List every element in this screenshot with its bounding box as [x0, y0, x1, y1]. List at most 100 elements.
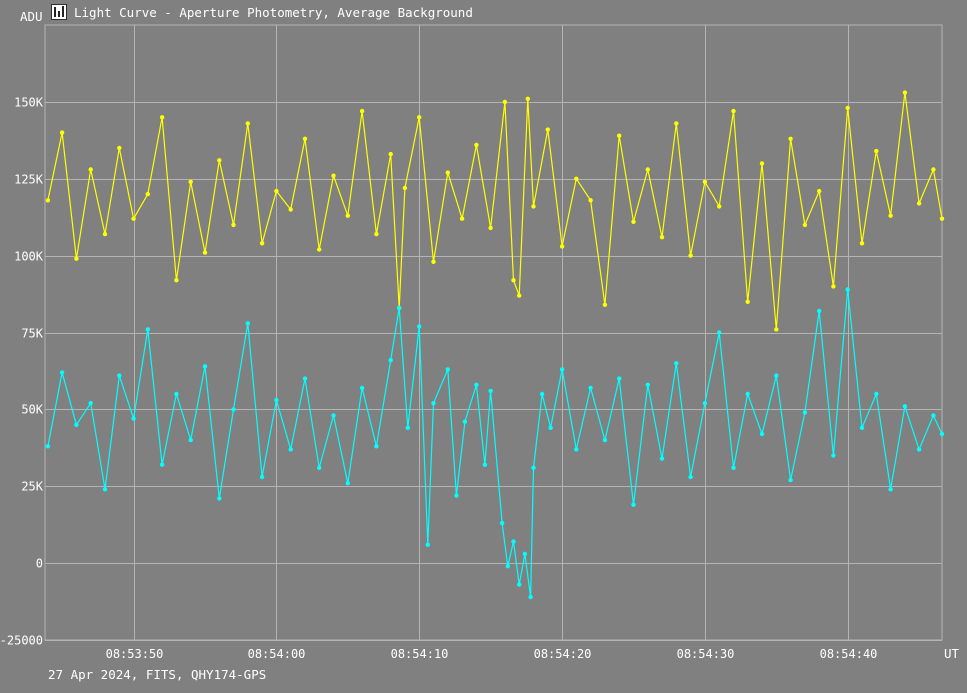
data-point — [317, 465, 322, 470]
data-point — [931, 413, 936, 418]
data-point — [505, 564, 510, 569]
data-point — [831, 453, 836, 458]
y-tick-label: 150K — [14, 96, 44, 110]
y-tick-label: -25000 — [0, 634, 43, 648]
data-point — [831, 284, 836, 289]
data-point — [602, 437, 608, 443]
data-point — [274, 397, 279, 403]
data-point — [488, 388, 493, 394]
data-point — [359, 108, 365, 114]
data-point — [939, 216, 945, 221]
data-point — [425, 542, 430, 547]
data-point — [817, 188, 822, 194]
data-point — [631, 502, 636, 507]
data-point — [59, 370, 65, 375]
data-point — [445, 170, 450, 175]
data-point — [502, 99, 508, 105]
data-point — [188, 437, 193, 443]
data-point — [511, 539, 516, 544]
data-point — [939, 431, 945, 437]
title-bar: Light Curve - Aperture Photometry, Avera… — [51, 3, 473, 21]
data-point — [874, 148, 879, 154]
data-point — [202, 364, 208, 369]
data-point — [531, 204, 536, 209]
x-tick-label: 08:54:40 — [820, 647, 878, 661]
data-point — [774, 327, 779, 332]
data-point — [888, 213, 893, 218]
data-point — [45, 198, 51, 203]
data-point — [659, 235, 665, 240]
light-curve-app-icon[interactable] — [51, 4, 67, 20]
data-point — [511, 278, 516, 283]
y-tick-label: 100K — [14, 250, 44, 264]
data-point — [74, 256, 79, 261]
data-point — [802, 410, 808, 415]
data-point — [688, 474, 693, 480]
data-point — [159, 462, 165, 467]
x-tick-label: 08:54:10 — [391, 647, 449, 661]
data-point — [202, 250, 208, 255]
data-point — [717, 204, 722, 209]
data-point — [245, 121, 250, 126]
data-point — [845, 105, 850, 111]
data-point — [231, 407, 236, 412]
data-point — [288, 207, 293, 212]
data-point — [288, 447, 293, 452]
data-point — [674, 361, 679, 366]
data-point — [359, 385, 365, 391]
y-tick-label: 50K — [21, 403, 43, 417]
data-point — [788, 136, 793, 141]
data-point — [374, 231, 379, 237]
data-point — [482, 462, 488, 467]
series-1 — [45, 287, 945, 600]
x-tick-label: 08:53:50 — [106, 647, 164, 661]
data-point — [602, 302, 608, 307]
data-series — [45, 90, 945, 600]
y-axis-unit-label: ADU — [20, 9, 43, 24]
y-tick-label: 125K — [14, 173, 44, 187]
data-point — [445, 367, 450, 372]
data-point — [174, 391, 179, 397]
data-point — [617, 376, 622, 381]
data-point — [588, 385, 593, 391]
data-point — [802, 222, 808, 228]
data-point — [474, 382, 479, 387]
data-point — [617, 133, 622, 138]
data-point — [588, 198, 593, 203]
x-tick-label: 08:54:20 — [534, 647, 592, 661]
data-point — [574, 176, 579, 181]
data-point — [702, 401, 708, 406]
x-tick-label: 08:54:00 — [248, 647, 306, 661]
data-point — [688, 253, 693, 258]
data-point — [102, 231, 108, 237]
data-point — [574, 447, 579, 452]
y-tick-label: 75K — [21, 327, 43, 341]
chart-title: Light Curve - Aperture Photometry, Avera… — [74, 4, 473, 20]
axis-tick-labels: 150K 125K 100K 75K 50K 25K 0 -25000 08:53:50 08:5… — [0, 96, 877, 662]
data-point — [645, 167, 650, 172]
data-point — [559, 367, 565, 372]
data-point — [331, 173, 336, 178]
data-point — [845, 287, 850, 292]
data-point — [731, 108, 736, 114]
data-point — [117, 373, 122, 378]
data-point — [645, 382, 650, 387]
data-point — [74, 422, 79, 427]
footer-caption: 27 Apr 2024, FITS, QHY174-GPS — [48, 667, 267, 682]
data-point — [88, 401, 93, 406]
data-point — [159, 115, 165, 120]
data-point — [888, 487, 893, 492]
data-point — [528, 594, 533, 600]
x-axis-unit-label: UT — [944, 646, 960, 661]
data-point — [859, 241, 865, 246]
data-point — [417, 115, 422, 120]
data-point — [302, 376, 308, 381]
data-point — [188, 179, 193, 184]
data-point — [717, 330, 722, 335]
data-point — [302, 136, 308, 141]
data-point — [531, 465, 536, 470]
data-point — [545, 127, 550, 132]
data-point — [731, 465, 736, 470]
data-point — [659, 456, 665, 461]
data-point — [231, 222, 236, 228]
